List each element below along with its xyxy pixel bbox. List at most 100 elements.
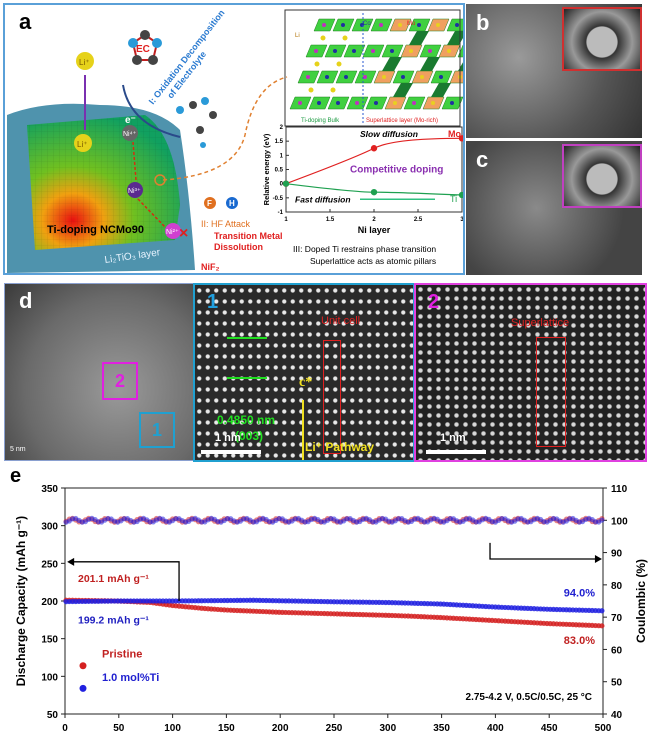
x-tick-label: 3 [460,217,463,223]
atom [450,101,454,105]
atom [390,49,394,53]
x-tick-label: 200 [272,723,289,732]
pathway-label: Li⁺ Pathway [305,440,375,454]
y2-tick-label: 90 [611,549,623,560]
y-axis-label: Discharge Capacity (mAh g⁻¹) [14,516,28,686]
svg-text:Ni³⁺: Ni³⁺ [128,188,141,195]
atom [306,75,310,79]
atom [420,75,424,79]
y-tick-label: 1.5 [275,139,284,145]
data-point [599,623,605,629]
haadf-region-1: 1 0.4850 nm (003) Unit cell c* Li⁺ Pathw… [193,283,415,462]
li-atom [342,35,348,41]
y2-tick-label: 60 [611,645,623,656]
li-atom [320,35,326,41]
svg-text:Li⁺: Li⁺ [77,140,87,149]
pillar [420,57,440,71]
energy-chart: 1 1.5 2 2.5 3 -1 -0.5 0 0.5 1 1.5 2 Ni layer Relative… [262,125,466,235]
unit-cell-box [323,340,341,454]
superlattice-label: Superlattice [511,317,570,329]
pristine-initial-label: 201.1 mAh g⁻¹ [78,573,149,585]
pillar [447,31,467,45]
pillar [409,31,429,45]
legend-label-pristine: Pristine [102,649,142,661]
data-point [282,180,290,187]
slow-diffusion-label: Slow diffusion [360,129,418,139]
atom [322,23,326,27]
haadf-region-2: 2 Superlattice 1 nm [414,283,647,462]
y2-tick-label: 50 [611,678,623,689]
atom [314,49,318,53]
region-label-1: 1 [207,291,219,313]
competitive-doping-label: Competitive doping [350,164,443,175]
atom [401,75,405,79]
x-tick-label: 250 [326,723,343,732]
svg-text:Ti-doping Bulk: Ti-doping Bulk [301,118,340,124]
y-tick-label: -1 [278,210,284,216]
y-tick-label: -0.5 [273,196,284,202]
li-atom [314,61,320,67]
atom [298,101,302,105]
svg-text:Transition Metal: Transition Metal [214,231,283,241]
y-tick-label: 50 [47,710,59,721]
svg-text:Ni²⁺: Ni²⁺ [166,229,179,236]
fast-diffusion-label: Fast diffusion [295,194,351,204]
atom [371,49,375,53]
particle-label: Ti-doping NCMo90 [47,224,144,236]
svg-text:II: HF Attack: II: HF Attack [201,219,251,229]
x-tick-label: 150 [218,723,235,732]
atom [363,75,367,79]
atom [317,101,321,105]
pristine-retention-label: 83.0% [564,635,595,647]
y2-tick-label: 40 [611,710,623,721]
x-tick-label: 0 [62,723,68,732]
y-tick-label: 100 [41,672,58,683]
y2-tick-label: 100 [611,516,628,527]
pillar [382,57,402,71]
y-tick-label: 2 [280,125,284,131]
li-atom [330,87,336,93]
arrow-head [67,557,75,566]
atom [336,101,340,105]
atom [412,101,416,105]
region-box-1: 1 [139,412,175,448]
y-tick-label: 250 [41,559,58,570]
series-label-ti: Ti [450,194,457,204]
svg-text:Li⁺: Li⁺ [79,58,89,67]
fluorine-icon [204,197,216,209]
y2-tick-label: 70 [611,613,623,624]
atom [382,75,386,79]
x-tick-label: 50 [113,723,125,732]
region-label-2: 2 [428,291,440,313]
ti-initial-label: 199.2 mAh g⁻¹ [78,615,149,627]
y-tick-label: 350 [41,484,58,495]
x-tick-label: 1.5 [326,217,335,223]
atom [431,101,435,105]
data-point [599,517,605,523]
y2-axis-label: Coulombic (%) [634,559,648,643]
scale-bar [201,450,261,454]
svg-text:III: Doped Ti restrains phase: III: Doped Ti restrains phase transition [293,244,436,254]
x-tick-label: 100 [164,723,181,732]
spacing-marker [227,337,267,339]
scale-label: 1 nm [440,432,466,444]
atom [455,23,459,27]
atom [344,75,348,79]
atom [447,49,451,53]
scale-label: 1 nm [215,432,241,444]
svg-text:Superlattice layer (Mo-rich): Superlattice layer (Mo-rich) [366,118,438,124]
panel-label-a: a [19,9,32,34]
ni-ion-icon [122,125,138,141]
li-atom [336,61,342,67]
y-axis-label: Relative energy (eV) [262,133,271,205]
panel-a: a Li⁺ Li⁺ EC I: Oxidation Decomposition … [3,3,488,275]
li-ion-icon [74,134,92,152]
svg-text:Ni⁴⁺: Ni⁴⁺ [123,131,137,138]
x-tick-label: 500 [595,723,612,732]
c-axis-label: c* [299,375,313,390]
hydrogen-icon [226,197,238,209]
scale-bar [426,450,486,454]
li-atom [308,87,314,93]
atom [428,49,432,53]
x-tick-label: 300 [379,723,396,732]
